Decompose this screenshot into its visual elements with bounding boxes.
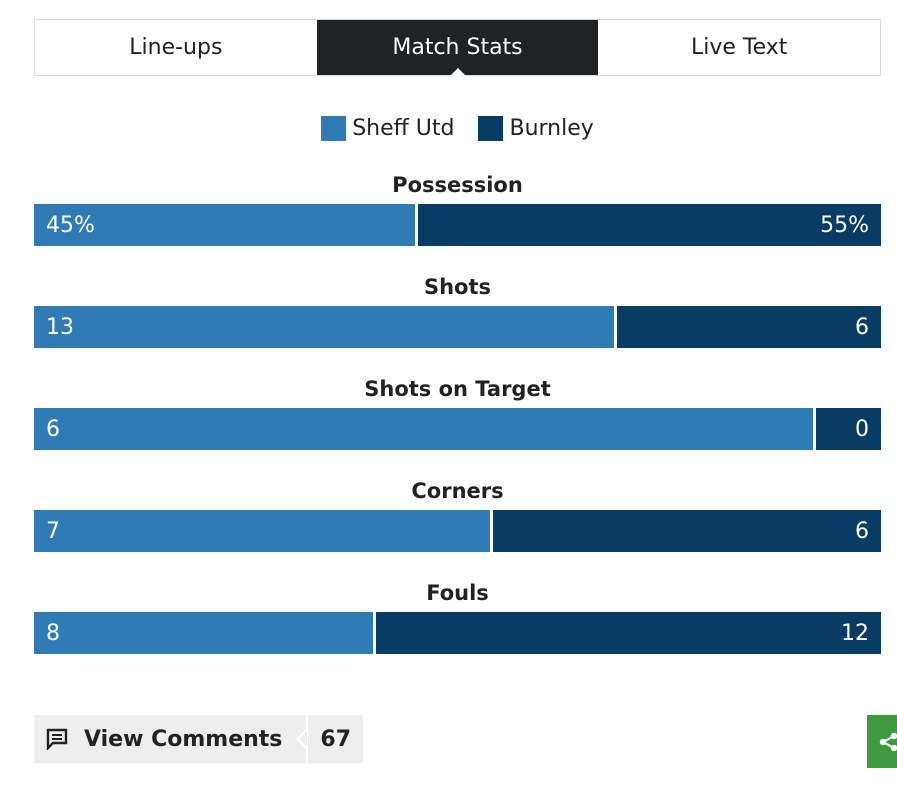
comment-icon bbox=[46, 728, 68, 751]
stat-fouls: Fouls 8 12 bbox=[34, 578, 881, 680]
legend-away: Burnley bbox=[478, 116, 594, 141]
stat-bar-home: 8 bbox=[34, 612, 373, 654]
view-comments-label: View Comments bbox=[84, 726, 283, 752]
stat-bar-home: 45% bbox=[34, 204, 416, 246]
stat-bar-away: 6 bbox=[490, 510, 881, 552]
stat-bar-home: 13 bbox=[34, 306, 614, 348]
stat-shots: Shots 13 6 bbox=[34, 272, 881, 374]
legend-away-label: Burnley bbox=[509, 116, 594, 141]
comments-count[interactable]: 67 bbox=[296, 715, 363, 763]
team-legend: Sheff Utd Burnley bbox=[0, 116, 897, 141]
stat-bar-home: 7 bbox=[34, 510, 491, 552]
stat-bar-away: 12 bbox=[372, 612, 881, 654]
legend-home-label: Sheff Utd bbox=[352, 116, 455, 141]
stat-bar-away: 6 bbox=[613, 306, 881, 348]
stat-bar-away: 0 bbox=[813, 408, 881, 450]
tab-line-ups[interactable]: Line-ups bbox=[35, 20, 317, 75]
stats-list: Possession 45% 55% Shots 13 6 Shots on T… bbox=[34, 170, 881, 680]
tab-live-text[interactable]: Live Text bbox=[598, 20, 881, 75]
stat-bar-away: 55% bbox=[415, 204, 881, 246]
stat-bar: 45% 55% bbox=[34, 204, 881, 246]
legend-home: Sheff Utd bbox=[321, 116, 454, 141]
stat-title: Shots on Target bbox=[364, 377, 551, 401]
stat-title: Possession bbox=[392, 173, 523, 197]
stat-bar: 13 6 bbox=[34, 306, 881, 348]
stat-bar: 6 0 bbox=[34, 408, 881, 450]
view-comments-main[interactable]: View Comments bbox=[34, 715, 306, 763]
share-button[interactable] bbox=[867, 715, 897, 768]
legend-home-swatch bbox=[321, 116, 347, 141]
stat-bar-home: 6 bbox=[34, 408, 813, 450]
stat-corners: Corners 7 6 bbox=[34, 476, 881, 578]
stat-title: Corners bbox=[411, 479, 504, 503]
stats-tabs: Line-ups Match Stats Live Text bbox=[34, 19, 881, 76]
tab-match-stats[interactable]: Match Stats bbox=[316, 20, 599, 76]
legend-away-swatch bbox=[478, 116, 504, 141]
stat-title: Shots bbox=[423, 275, 492, 299]
stat-shots-on-target: Shots on Target 6 0 bbox=[34, 374, 881, 476]
stat-title: Fouls bbox=[426, 581, 489, 605]
stat-bar: 8 12 bbox=[34, 612, 881, 654]
stat-possession: Possession 45% 55% bbox=[34, 170, 881, 272]
stat-bar: 7 6 bbox=[34, 510, 881, 552]
view-comments-button[interactable]: View Comments 67 bbox=[34, 715, 364, 763]
